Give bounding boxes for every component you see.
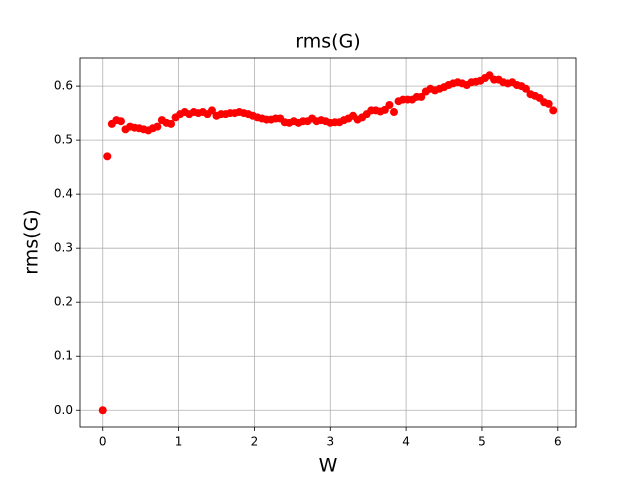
x-axis-label: W [319,455,338,477]
y-tick-label: 0.5 [54,133,73,147]
point [417,92,426,101]
point [103,152,112,161]
point [521,84,530,93]
y-tick-label: 0.3 [54,241,73,255]
x-tick-label: 5 [478,435,486,449]
y-tick-label: 0.6 [54,79,73,93]
point [116,117,125,126]
point [389,108,398,117]
point [549,106,558,115]
chart-title: rms(G) [295,31,360,53]
point [167,119,176,128]
y-tick-label: 0.1 [54,349,73,363]
point [98,406,107,415]
y-axis-label: rms(G) [21,209,43,274]
y-tick-label: 0.0 [54,403,73,417]
point [544,99,553,108]
point [153,122,162,131]
point [207,106,216,115]
plot-frame [79,57,577,428]
x-tick-label: 3 [326,435,334,449]
x-tick-label: 6 [554,435,562,449]
x-tick-label: 2 [251,435,259,449]
y-tick-label: 0.2 [54,295,73,309]
x-tick-label: 1 [175,435,183,449]
y-tick-label: 0.4 [54,187,73,201]
x-tick-label: 4 [402,435,410,449]
x-tick-label: 0 [99,435,107,449]
point [385,101,394,110]
